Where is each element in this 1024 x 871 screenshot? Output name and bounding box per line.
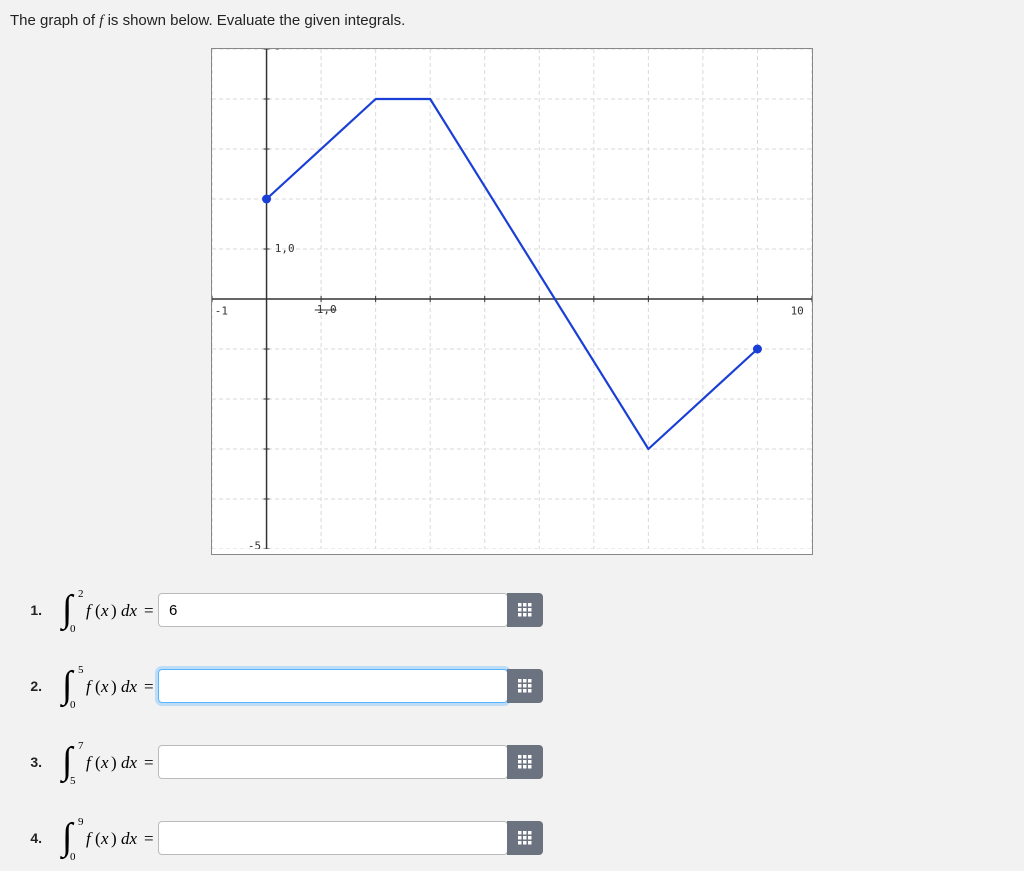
keypad-button[interactable]	[507, 593, 543, 627]
problems-list: 1.∫20f(x)dx=2.∫50f(x)dx=3.∫75f(x)dx=4.∫9…	[0, 585, 1024, 863]
svg-text:2: 2	[78, 588, 84, 600]
svg-text:x: x	[100, 677, 109, 696]
svg-text:f: f	[86, 601, 93, 620]
svg-text:=: =	[144, 829, 154, 848]
svg-text:10: 10	[791, 305, 804, 318]
svg-text:dx: dx	[121, 677, 138, 696]
graph-container: 5-5-1101,01,0	[0, 48, 1024, 555]
prompt-pre: The graph of	[10, 12, 99, 29]
svg-text:): )	[111, 753, 117, 772]
problem-number: 2.	[20, 678, 42, 694]
svg-text:dx: dx	[121, 753, 138, 772]
svg-text:5: 5	[275, 49, 282, 53]
svg-text:1,0: 1,0	[275, 242, 295, 255]
svg-text:): )	[111, 601, 117, 620]
keypad-button[interactable]	[507, 745, 543, 779]
svg-text:-5: -5	[248, 540, 261, 550]
svg-text:0: 0	[70, 623, 76, 635]
keypad-icon	[516, 753, 534, 771]
keypad-icon	[516, 601, 534, 619]
svg-text:x: x	[100, 601, 109, 620]
svg-text:): )	[111, 829, 117, 848]
graph-card: 5-5-1101,01,0	[211, 48, 813, 555]
svg-text:dx: dx	[121, 601, 138, 620]
integral-expression: ∫50f(x)dx=	[48, 661, 158, 711]
answer-input-2[interactable]	[158, 669, 508, 703]
problem-row: 3.∫75f(x)dx=	[20, 737, 1024, 787]
problem-row: 1.∫20f(x)dx=	[20, 585, 1024, 635]
svg-text:-1: -1	[215, 305, 228, 318]
problem-row: 4.∫90f(x)dx=	[20, 813, 1024, 863]
answer-input-4[interactable]	[158, 821, 508, 855]
keypad-icon	[516, 677, 534, 695]
problem-row: 2.∫50f(x)dx=	[20, 661, 1024, 711]
keypad-icon	[516, 829, 534, 847]
svg-text:7: 7	[78, 740, 84, 752]
svg-text:f: f	[86, 677, 93, 696]
svg-text:=: =	[144, 677, 154, 696]
svg-text:5: 5	[70, 775, 76, 787]
problem-prompt: The graph of f is shown below. Evaluate …	[0, 0, 1024, 38]
answer-input-3[interactable]	[158, 745, 508, 779]
problem-number: 4.	[20, 830, 42, 846]
graph-svg: 5-5-1101,01,0	[212, 49, 812, 549]
keypad-button[interactable]	[507, 821, 543, 855]
integral-expression: ∫20f(x)dx=	[48, 585, 158, 635]
keypad-button[interactable]	[507, 669, 543, 703]
problem-number: 1.	[20, 602, 42, 618]
svg-text:): )	[111, 677, 117, 696]
svg-text:x: x	[100, 829, 109, 848]
integral-expression: ∫90f(x)dx=	[48, 813, 158, 863]
svg-text:=: =	[144, 601, 154, 620]
svg-text:=: =	[144, 753, 154, 772]
svg-text:x: x	[100, 753, 109, 772]
svg-text:f: f	[86, 829, 93, 848]
svg-text:5: 5	[78, 664, 84, 676]
prompt-post: is shown below. Evaluate the given integ…	[103, 12, 405, 29]
svg-text:0: 0	[70, 851, 76, 863]
integral-expression: ∫75f(x)dx=	[48, 737, 158, 787]
answer-input-1[interactable]	[158, 593, 508, 627]
svg-text:9: 9	[78, 816, 84, 828]
svg-text:dx: dx	[121, 829, 138, 848]
problem-number: 3.	[20, 754, 42, 770]
svg-text:f: f	[86, 753, 93, 772]
svg-text:0: 0	[70, 699, 76, 711]
